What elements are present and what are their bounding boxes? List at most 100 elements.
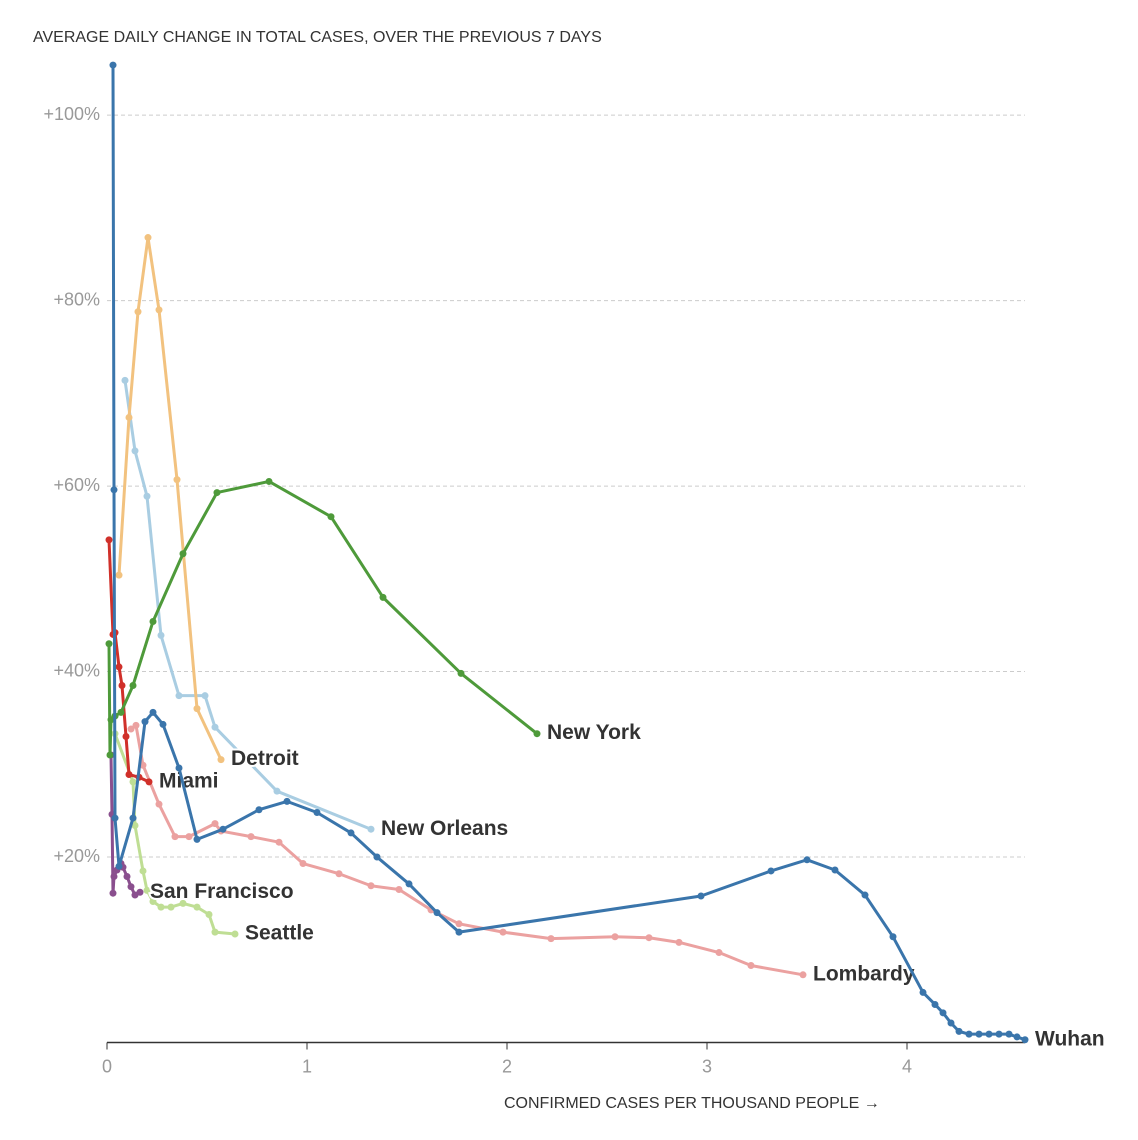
data-point — [217, 756, 225, 764]
data-point — [159, 720, 167, 728]
data-point — [118, 681, 126, 689]
data-point — [1005, 1030, 1013, 1038]
data-point — [179, 550, 187, 558]
data-point — [106, 751, 114, 759]
data-point — [109, 889, 117, 897]
series-label: San Francisco — [150, 880, 294, 903]
data-point — [211, 928, 219, 936]
data-point — [767, 867, 775, 875]
data-point — [129, 778, 137, 786]
y-tick-label: +100% — [43, 104, 100, 124]
data-point — [803, 856, 811, 864]
data-point — [373, 853, 381, 861]
data-point — [231, 930, 239, 938]
data-point — [179, 899, 187, 907]
data-point — [327, 513, 335, 521]
data-point — [697, 892, 705, 900]
data-point — [131, 447, 139, 455]
data-point — [211, 723, 219, 731]
data-point — [931, 1000, 939, 1008]
data-point — [675, 938, 683, 946]
data-point — [273, 787, 281, 795]
data-point — [125, 770, 133, 778]
data-point — [185, 833, 193, 841]
data-point — [205, 911, 213, 919]
data-point — [175, 764, 183, 772]
data-point — [455, 928, 463, 936]
data-point — [499, 928, 507, 936]
data-point — [433, 909, 441, 917]
data-point — [645, 934, 653, 942]
data-point — [145, 778, 153, 786]
series-label: New Orleans — [381, 817, 508, 840]
data-point — [533, 730, 541, 738]
x-axis-title: CONFIRMED CASES PER THOUSAND PEOPLE → — [504, 1095, 880, 1112]
data-point — [123, 873, 131, 881]
data-point — [265, 477, 273, 485]
data-point — [919, 988, 927, 996]
y-tick-label: +20% — [53, 846, 100, 866]
data-point — [219, 825, 227, 833]
data-point — [139, 867, 147, 875]
data-point — [115, 571, 123, 579]
data-point — [143, 886, 151, 894]
data-point — [193, 903, 201, 911]
data-point — [109, 61, 117, 69]
data-point — [173, 476, 181, 484]
data-point — [283, 797, 291, 805]
data-point — [211, 820, 219, 828]
data-point — [122, 732, 130, 740]
series-label: Lombardy — [813, 962, 915, 985]
data-point — [861, 891, 869, 899]
y-tick-label: +60% — [53, 475, 100, 495]
data-point — [117, 708, 125, 716]
data-point — [143, 492, 151, 500]
data-point — [175, 692, 183, 700]
data-point — [155, 306, 163, 314]
data-point — [965, 1030, 973, 1038]
data-point — [995, 1030, 1003, 1038]
data-point — [134, 308, 142, 316]
data-point — [213, 489, 221, 497]
data-point — [127, 725, 135, 733]
data-point — [127, 883, 135, 891]
series-line — [107, 479, 538, 757]
data-point — [889, 933, 897, 941]
data-point — [157, 903, 165, 911]
data-point — [129, 814, 137, 822]
y-tick-label: +80% — [53, 289, 100, 309]
y-tick-label: +40% — [53, 660, 100, 680]
data-point — [149, 617, 157, 625]
data-point — [379, 593, 387, 601]
x-tick-label: 0 — [102, 1056, 112, 1076]
x-tick-label: 4 — [902, 1056, 912, 1076]
data-point — [115, 663, 123, 671]
data-point — [939, 1009, 947, 1017]
x-tick-label: 2 — [502, 1056, 512, 1076]
series-line — [130, 723, 804, 977]
data-point — [132, 721, 140, 729]
data-point — [405, 880, 413, 888]
data-point — [335, 870, 343, 878]
data-point — [347, 829, 355, 837]
x-tick-label: 3 — [702, 1056, 712, 1076]
data-point — [611, 933, 619, 941]
series-label: Seattle — [245, 922, 314, 945]
chart-title: AVERAGE DAILY CHANGE IN TOTAL CASES, OVE… — [33, 29, 602, 46]
data-point — [131, 821, 139, 829]
data-point — [831, 866, 839, 874]
series-line — [117, 236, 223, 761]
data-point — [275, 838, 283, 846]
data-point — [193, 835, 201, 843]
data-point — [141, 718, 149, 726]
data-point — [1013, 1033, 1021, 1041]
data-point — [547, 935, 555, 943]
data-point — [255, 806, 263, 814]
series-label: Miami — [159, 769, 219, 792]
data-point — [121, 376, 129, 384]
series-label: Wuhan — [1035, 1027, 1105, 1050]
x-tick-label: 1 — [302, 1056, 312, 1076]
data-point — [947, 1019, 955, 1027]
data-point — [111, 814, 119, 822]
data-point — [105, 640, 113, 648]
